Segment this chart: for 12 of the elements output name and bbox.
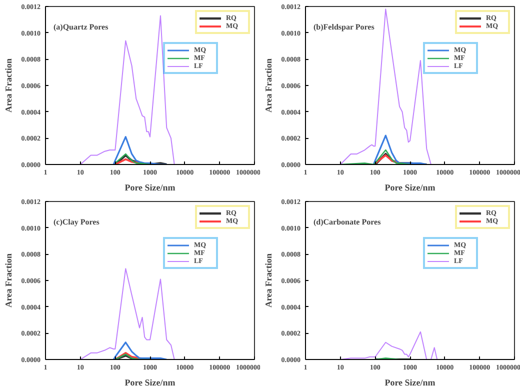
x-axis-title: Pore Size/nm — [384, 182, 436, 192]
y-axis-title: Area Fraction — [3, 58, 14, 113]
x-axis-title: Pore Size/nm — [124, 182, 176, 192]
text: (d)Carbonate Pores — [314, 218, 381, 226]
text: (c)Clay Pores — [54, 218, 100, 226]
y-axis-title: Area Fraction — [263, 253, 274, 308]
text: (a)Quartz Pores — [54, 22, 108, 32]
x-axis-title: Pore Size/nm — [384, 378, 436, 388]
text: (b)Feldspar Pores — [314, 22, 374, 32]
x-axis-title: Pore Size/nm — [124, 378, 176, 388]
y-axis-title: Area Fraction — [3, 253, 14, 308]
y-axis-title: Area Fraction — [263, 58, 274, 113]
